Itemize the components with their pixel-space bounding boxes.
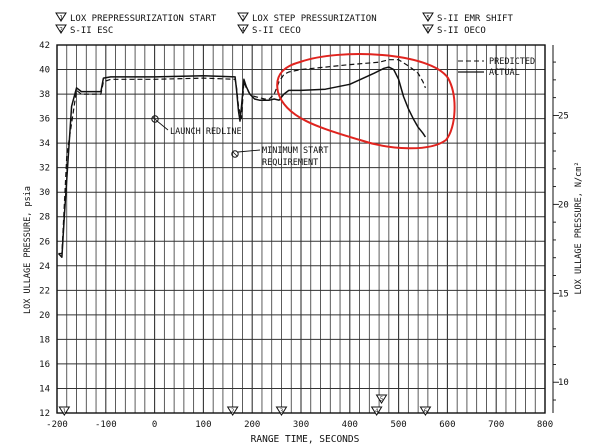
event-marker-6 [419, 406, 432, 416]
redline-marker-cross [152, 116, 158, 122]
x-tick-label: 700 [488, 420, 504, 430]
event-symbol: 3 [241, 15, 245, 22]
triangle-marker-icon [237, 12, 249, 22]
event-marker-5 [375, 394, 388, 404]
x-tick-label: 200 [244, 420, 260, 430]
y-tick-label: 32 [39, 164, 50, 174]
event-symbol: 6 [426, 27, 430, 34]
triangle-marker-icon [237, 24, 249, 34]
legend: PREDICTED ACTUAL [458, 57, 535, 78]
event-key: 1 LOX PREPRESSURIZATION START 2 S-II ESC… [55, 12, 513, 36]
x-tick-label: 500 [390, 420, 406, 430]
y-tick-label: 42 [39, 41, 50, 51]
y-tick-label: 14 [39, 384, 50, 394]
y-tick-label: 30 [39, 188, 50, 198]
annotation-label: MINIMUM START [262, 146, 329, 156]
x-tick-label: -200 [46, 420, 68, 430]
y2-tick-label: 10 [558, 378, 569, 388]
x-tick-label: 400 [342, 420, 358, 430]
minimum-start-annotation: MINIMUM START REQUIREMENT [231, 146, 329, 168]
legend-label-actual: ACTUAL [489, 68, 520, 78]
x-axis-ticks: -200 -100 0 100 200 300 400 500 600 700 800 [46, 420, 553, 430]
event-key-2: 2 S-II ESC [55, 24, 113, 36]
min-start-marker-cross [232, 151, 238, 157]
x-tick-label: 800 [537, 420, 553, 430]
y-tick-label: 20 [39, 311, 50, 321]
x-tick-label: 100 [195, 420, 211, 430]
event-marker-symbol: 2 [231, 409, 234, 415]
annotation-label: LAUNCH REDLINE [170, 127, 242, 137]
series-line-actual [57, 66, 427, 258]
annotations: LAUNCH REDLINE MINIMUM START REQUIREMENT [151, 115, 329, 168]
y-axis-ticks: 12 14 16 18 20 22 24 26 28 30 32 34 36 38 40 42 [39, 41, 50, 419]
event-marker-symbol: 6 [424, 409, 427, 415]
red-highlight-ellipse [276, 53, 456, 150]
x-axis-label: RANGE TIME, SECONDS [251, 434, 360, 445]
plot-frame [56, 44, 546, 414]
y-tick-label: 34 [39, 139, 50, 149]
event-markers: 1 2 3 45 6 [58, 394, 432, 416]
min-start-marker-icon [231, 150, 239, 158]
event-marker-3 [275, 406, 288, 416]
event-label: S-II CECO [252, 26, 301, 36]
event-label: S-II ESC [70, 26, 113, 36]
x-tick-label: 0 [152, 420, 157, 430]
y-tick-label: 28 [39, 213, 50, 223]
event-symbol: 4 [241, 27, 245, 34]
event-marker-symbol: 4 [375, 409, 379, 415]
legend-label-predicted: PREDICTED [489, 57, 535, 67]
y-tick-label: 22 [39, 286, 50, 296]
grid [56, 44, 554, 414]
y-tick-label: 24 [39, 262, 50, 272]
y-tick-label: 12 [39, 409, 50, 419]
y2-tick-label: 20 [558, 200, 569, 210]
triangle-marker-icon [422, 24, 434, 34]
series-line-predicted [58, 59, 426, 255]
triangle-marker-icon [55, 12, 67, 22]
event-key-3: 3 LOX STEP PRESSURIZATION [237, 12, 377, 24]
y-axis-label: LOX ULLAGE PRESSURE, psia [23, 186, 33, 314]
x-tick-label: -100 [95, 420, 117, 430]
leader-line [237, 149, 261, 153]
event-key-6: 6 S-II OECO [422, 24, 486, 36]
triangle-marker-icon [55, 24, 67, 34]
event-marker-4 [370, 406, 383, 416]
event-marker-1 [58, 406, 71, 416]
launch-redline-annotation: LAUNCH REDLINE [151, 115, 242, 137]
y2-tick-label: 15 [558, 289, 569, 299]
event-marker-2 [226, 406, 239, 416]
leader-line [156, 120, 169, 131]
y-tick-label: 40 [39, 66, 50, 76]
x-tick-label: 300 [293, 420, 309, 430]
y-tick-label: 18 [39, 335, 50, 345]
event-key-4: 4 S-II CECO [237, 24, 301, 36]
event-label: LOX STEP PRESSURIZATION [252, 14, 377, 24]
event-label: S-II EMR SHIFT [437, 14, 513, 24]
event-label: S-II OECO [437, 26, 486, 36]
y-tick-label: 38 [39, 90, 50, 100]
y2-tick-label: 25 [558, 111, 569, 121]
event-marker-symbol: 1 [63, 409, 66, 415]
y2-axis-label: LOX ULLAGE PRESSURE, N/cm² [574, 161, 584, 294]
triangle-marker-icon [422, 12, 434, 22]
y2-axis-ticks: 10 15 20 25 [553, 61, 569, 401]
event-marker-symbol: 5 [380, 397, 383, 403]
event-marker-symbol: 3 [280, 409, 283, 415]
annotation-label: REQUIREMENT [262, 158, 318, 168]
event-symbol: 1 [59, 15, 63, 22]
y-tick-label: 16 [39, 360, 50, 370]
event-label: LOX PREPRESSURIZATION START [70, 14, 217, 24]
event-symbol: 2 [59, 27, 63, 34]
x-tick-label: 600 [439, 420, 455, 430]
event-key-1: 1 LOX PREPRESSURIZATION START [55, 12, 217, 24]
y-tick-label: 26 [39, 237, 50, 247]
event-symbol: 5 [426, 15, 430, 22]
series-group [57, 59, 427, 258]
y-tick-label: 36 [39, 115, 50, 125]
redline-marker-icon [151, 115, 159, 123]
event-key-5: 5 S-II EMR SHIFT [422, 12, 513, 24]
